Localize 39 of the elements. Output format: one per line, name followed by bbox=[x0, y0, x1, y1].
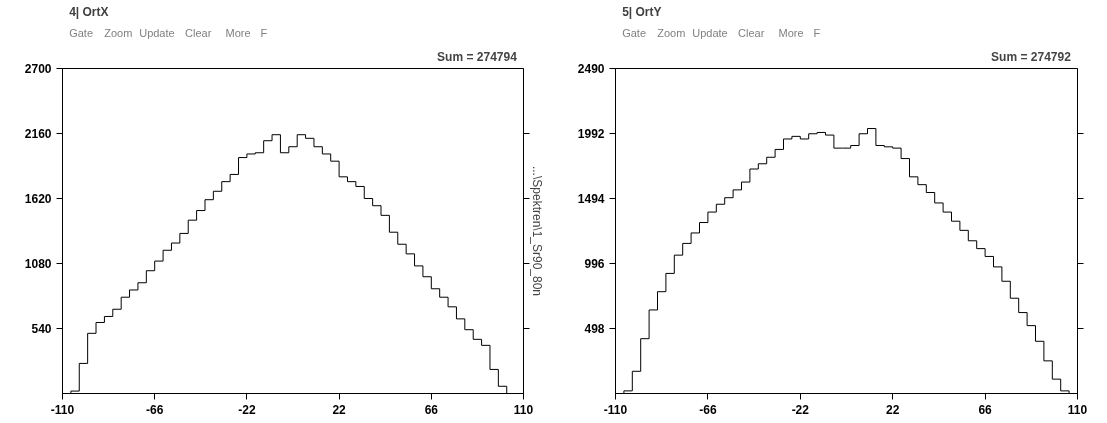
text: Zoom bbox=[657, 26, 686, 39]
x-tick-label: 22 bbox=[332, 402, 347, 417]
x-tick-label: -110 bbox=[603, 402, 628, 417]
chart-title: 4| OrtX bbox=[69, 4, 109, 19]
text: Gate bbox=[69, 26, 94, 39]
text: Gate bbox=[622, 26, 647, 39]
text: F bbox=[260, 26, 268, 39]
text: Clear bbox=[185, 26, 212, 39]
x-tick-label: 110 bbox=[1067, 402, 1088, 417]
chart-subtitle: Sum = 274794 bbox=[437, 49, 518, 64]
x-tick-label: 110 bbox=[513, 402, 534, 417]
y-tick-label: 2490 bbox=[577, 62, 605, 76]
y-tick-label: 540 bbox=[31, 322, 52, 336]
chart-subtitle: Sum = 274792 bbox=[991, 49, 1072, 64]
y-tick-label: 1992 bbox=[577, 127, 605, 141]
x-tick-label: -22 bbox=[238, 402, 256, 417]
text: Update bbox=[139, 26, 175, 39]
y2-axis-title: ...\Spektren\1_Sr90_80n bbox=[529, 165, 544, 297]
x-tick-label: -22 bbox=[791, 402, 810, 417]
x-tick-label: -66 bbox=[699, 402, 717, 417]
text: Clear bbox=[738, 26, 765, 39]
x-tick-label: -110 bbox=[50, 402, 75, 417]
x-tick-label: 66 bbox=[978, 402, 993, 417]
y-tick-label: 1080 bbox=[24, 257, 52, 271]
y-tick-label: 2700 bbox=[24, 62, 52, 76]
y-tick-label: 2160 bbox=[24, 127, 52, 141]
y-tick-label: 1494 bbox=[577, 192, 605, 206]
x-tick-label: 22 bbox=[886, 402, 900, 417]
text: F bbox=[813, 26, 821, 39]
x-tick-label: -66 bbox=[146, 402, 164, 417]
x-tick-label: 66 bbox=[424, 402, 439, 417]
text: More bbox=[778, 26, 804, 39]
y-tick-label: 996 bbox=[584, 257, 605, 271]
text: Update bbox=[692, 26, 728, 39]
y-tick-label: 1620 bbox=[24, 192, 52, 206]
chart-title: 5| OrtY bbox=[622, 4, 662, 19]
y-tick-label: 498 bbox=[584, 322, 605, 336]
text: More bbox=[225, 26, 251, 39]
text: Zoom bbox=[104, 26, 133, 39]
